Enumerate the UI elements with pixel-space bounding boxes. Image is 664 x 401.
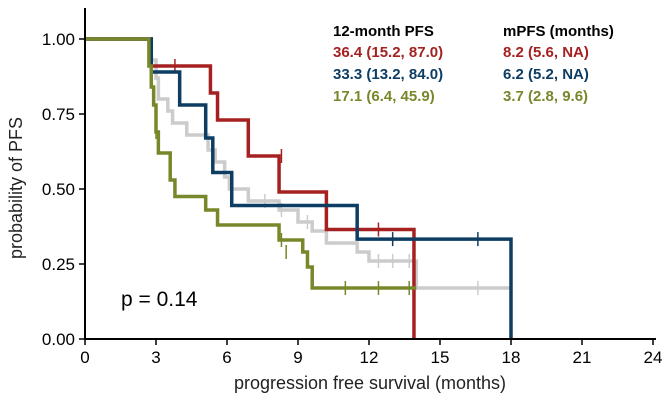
x-tick-label: 21 (573, 348, 592, 367)
y-tick-label: 1.00 (42, 30, 75, 49)
x-tick-label: 18 (502, 348, 521, 367)
survival-curve-4 (85, 37, 417, 290)
y-axis-label: probability of PFS (6, 117, 26, 259)
x-tick-label: 9 (293, 348, 302, 367)
survival-curve-1 (85, 37, 511, 290)
x-ticks: 0 3 6 9 12 15 18 21 24 (80, 339, 662, 367)
x-axis-label: progression free survival (months) (234, 373, 506, 393)
x-tick-label: 0 (80, 348, 89, 367)
y-tick-label: 0.75 (42, 105, 75, 124)
row-1-mpfs: 8.2 (5.6, NA) (503, 44, 589, 61)
x-tick-label: 3 (151, 348, 160, 367)
survival-curve-2 (85, 37, 416, 339)
axes: 0 3 6 9 12 15 18 21 24 0.00 0.25 0.50 0.75 1.00 (42, 8, 662, 367)
row-3-pfs12: 17.1 (6.4, 45.9) (333, 88, 435, 105)
row-2-mpfs: 6.2 (5.2, NA) (503, 66, 589, 83)
y-tick-label: 0.50 (42, 180, 75, 199)
y-ticks: 0.00 0.25 0.50 0.75 1.00 (42, 30, 85, 349)
y-tick-label: 0.25 (42, 255, 75, 274)
legend-table: 12-month PFS mPFS (months) 36.4 (15.2, 8… (333, 23, 614, 105)
row-3-mpfs: 3.7 (2.8, 9.6) (503, 88, 588, 105)
survival-curves (85, 37, 513, 339)
p-value-annotation: p = 0.14 (121, 288, 198, 311)
x-tick-label: 15 (431, 348, 450, 367)
header-12-month-pfs: 12-month PFS (333, 23, 434, 40)
survival-curve-3 (85, 37, 513, 339)
row-1-pfs12: 36.4 (15.2, 87.0) (333, 44, 443, 61)
header-mpfs: mPFS (months) (503, 23, 614, 40)
x-tick-label: 6 (222, 348, 231, 367)
row-2-pfs12: 33.3 (13.2, 84.0) (333, 66, 443, 83)
x-tick-label: 12 (360, 348, 379, 367)
y-tick-label: 0.00 (42, 330, 75, 349)
x-tick-label: 24 (644, 348, 663, 367)
